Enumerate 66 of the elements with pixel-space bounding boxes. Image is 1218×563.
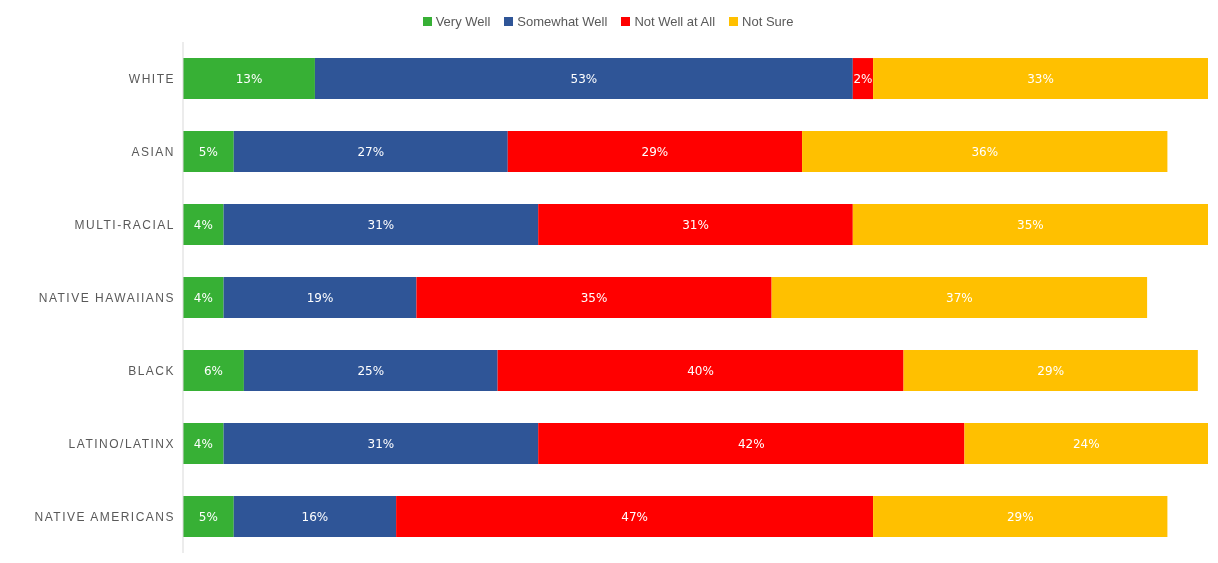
- y-tick-label: NATIVE HAWAIIANS: [38, 290, 175, 305]
- data-label: 4%: [193, 436, 213, 451]
- y-tick-label: MULTI-RACIAL: [74, 217, 175, 232]
- data-label: 42%: [737, 436, 765, 451]
- y-tick-label: LATINO/LATINX: [68, 436, 175, 451]
- bar: [183, 496, 234, 538]
- y-tick-label: ASIAN: [131, 144, 175, 159]
- data-label: 53%: [570, 71, 598, 86]
- data-label: 6%: [203, 363, 223, 378]
- bar: [507, 131, 803, 173]
- y-tick-label: NATIVE AMERICANS: [34, 509, 175, 524]
- data-label: 35%: [1017, 217, 1044, 232]
- bar: [497, 350, 904, 392]
- data-label: 2%: [853, 71, 873, 86]
- data-label: 47%: [621, 509, 648, 524]
- y-tick-label: BLACK: [128, 363, 175, 378]
- data-label: 13%: [235, 71, 263, 86]
- bar: [183, 423, 224, 465]
- legend-label: Somewhat Well: [517, 14, 608, 29]
- data-label: 37%: [946, 290, 973, 305]
- data-label: 4%: [193, 290, 213, 305]
- bar: [183, 350, 244, 392]
- bar: [538, 423, 965, 465]
- y-tick-label: WHITE: [128, 71, 175, 86]
- bar: [538, 204, 853, 246]
- data-label: 25%: [357, 363, 385, 378]
- bar: [416, 277, 772, 319]
- bar: [223, 204, 539, 246]
- legend-label: Very Well: [435, 14, 491, 29]
- bar: [183, 277, 224, 319]
- data-label: 29%: [1006, 509, 1034, 524]
- legend-label: Not Well at All: [634, 14, 716, 29]
- legend-label: Not Sure: [742, 14, 794, 29]
- bar: [903, 350, 1198, 392]
- data-label: 36%: [971, 144, 999, 159]
- bar: [183, 58, 315, 100]
- bar: [396, 496, 874, 538]
- data-label: 19%: [306, 290, 334, 305]
- bar: [223, 277, 417, 319]
- bar: [873, 58, 1208, 100]
- bar: [852, 204, 1208, 246]
- bar: [233, 131, 508, 173]
- data-label: 24%: [1072, 436, 1100, 451]
- bar: [183, 204, 224, 246]
- data-label: 4%: [193, 217, 213, 232]
- bar: [243, 350, 498, 392]
- data-label: 31%: [682, 217, 709, 232]
- data-label: 29%: [1037, 363, 1065, 378]
- data-label: 29%: [641, 144, 669, 159]
- bar: [873, 496, 1168, 538]
- data-label: 35%: [580, 290, 608, 305]
- data-label: 5%: [198, 144, 218, 159]
- bar: [233, 496, 397, 538]
- bar: [314, 58, 853, 100]
- data-label: 5%: [198, 509, 218, 524]
- data-label: 31%: [367, 436, 395, 451]
- data-label: 33%: [1027, 71, 1054, 86]
- data-label: 40%: [687, 363, 714, 378]
- bar: [964, 423, 1208, 465]
- bar: [802, 131, 1168, 173]
- data-label: 31%: [367, 217, 395, 232]
- data-label: 16%: [301, 509, 329, 524]
- bar: [223, 423, 539, 465]
- bar: [771, 277, 1148, 319]
- bar: [183, 131, 234, 173]
- data-label: 27%: [357, 144, 385, 159]
